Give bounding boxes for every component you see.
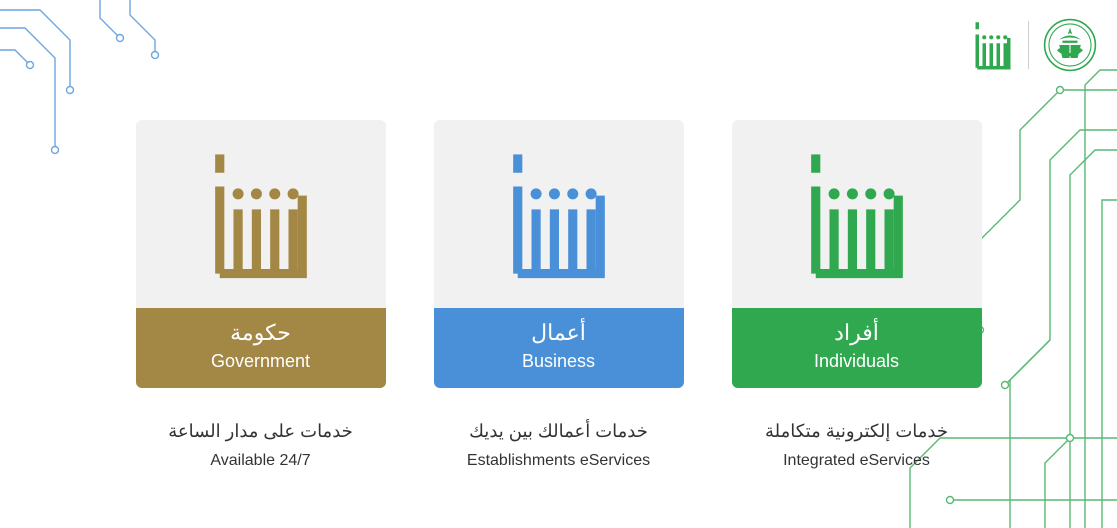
individuals-caption-en: Integrated eServices — [765, 447, 948, 474]
business-label-en: Business — [434, 349, 684, 374]
government-label-ar: حكومة — [136, 318, 386, 349]
government-card-label: حكومة Government — [136, 308, 386, 388]
business-card-icon-area — [434, 120, 684, 308]
individuals-label-ar: أفراد — [732, 318, 982, 349]
absher-government-icon — [206, 149, 316, 279]
business-caption-ar: خدمات أعمالك بين يديك — [467, 416, 650, 447]
individuals-card-label: أفراد Individuals — [732, 308, 982, 388]
individuals-card[interactable]: أفراد Individuals — [732, 120, 982, 388]
absher-logo-icon — [972, 20, 1014, 70]
business-card-label: أعمال Business — [434, 308, 684, 388]
business-label-ar: أعمال — [434, 318, 684, 349]
absher-business-icon — [504, 149, 614, 279]
government-caption: خدمات على مدار الساعة Available 24/7 — [168, 416, 353, 474]
header-logos — [972, 18, 1097, 72]
service-cards-row: حكومة Government خدمات على مدار الساعة A… — [0, 120, 1117, 474]
business-caption-en: Establishments eServices — [467, 447, 650, 474]
business-card[interactable]: أعمال Business — [434, 120, 684, 388]
government-caption-ar: خدمات على مدار الساعة — [168, 416, 353, 447]
individuals-card-icon-area — [732, 120, 982, 308]
individuals-caption: خدمات إلكترونية متكاملة Integrated eServ… — [765, 416, 948, 474]
logo-divider — [1028, 21, 1029, 69]
government-card[interactable]: حكومة Government — [136, 120, 386, 388]
government-card-icon-area — [136, 120, 386, 308]
individuals-label-en: Individuals — [732, 349, 982, 374]
government-label-en: Government — [136, 349, 386, 374]
government-card-column: حكومة Government خدمات على مدار الساعة A… — [136, 120, 386, 474]
individuals-card-column: أفراد Individuals خدمات إلكترونية متكامل… — [732, 120, 982, 474]
business-caption: خدمات أعمالك بين يديك Establishments eSe… — [467, 416, 650, 474]
absher-individuals-icon — [802, 149, 912, 279]
individuals-caption-ar: خدمات إلكترونية متكاملة — [765, 416, 948, 447]
emblem-icon — [1043, 18, 1097, 72]
business-card-column: أعمال Business خدمات أعمالك بين يديك Est… — [434, 120, 684, 474]
government-caption-en: Available 24/7 — [168, 447, 353, 474]
